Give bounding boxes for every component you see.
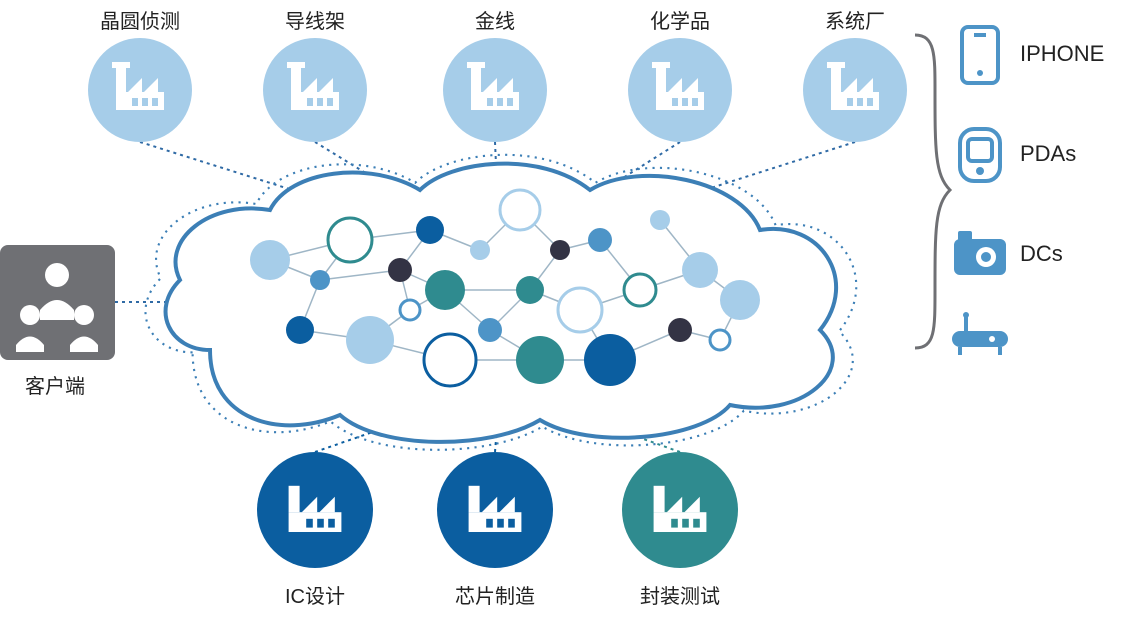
bottom-node-label: 封装测试 bbox=[625, 580, 735, 609]
product-label: PDAs bbox=[1020, 141, 1076, 167]
bottom-node-label: IC设计 bbox=[260, 580, 370, 609]
top-node-label: 化学品 bbox=[635, 5, 725, 34]
product-label: IPHONE bbox=[1020, 41, 1104, 67]
top-node-label: 金线 bbox=[450, 5, 540, 34]
top-node-label: 系统厂 bbox=[810, 5, 900, 34]
products-layer bbox=[0, 0, 1127, 624]
top-node-label: 导线架 bbox=[270, 5, 360, 34]
top-node-label: 晶圆侦测 bbox=[95, 5, 185, 34]
product-label: DCs bbox=[1020, 241, 1063, 267]
bottom-node-label: 芯片制造 bbox=[440, 580, 550, 609]
diagram-stage: 客户端 IPHONEPDAsDCs 晶圆侦测导线架金线化学品系统厂 IC设计芯片… bbox=[0, 0, 1127, 624]
